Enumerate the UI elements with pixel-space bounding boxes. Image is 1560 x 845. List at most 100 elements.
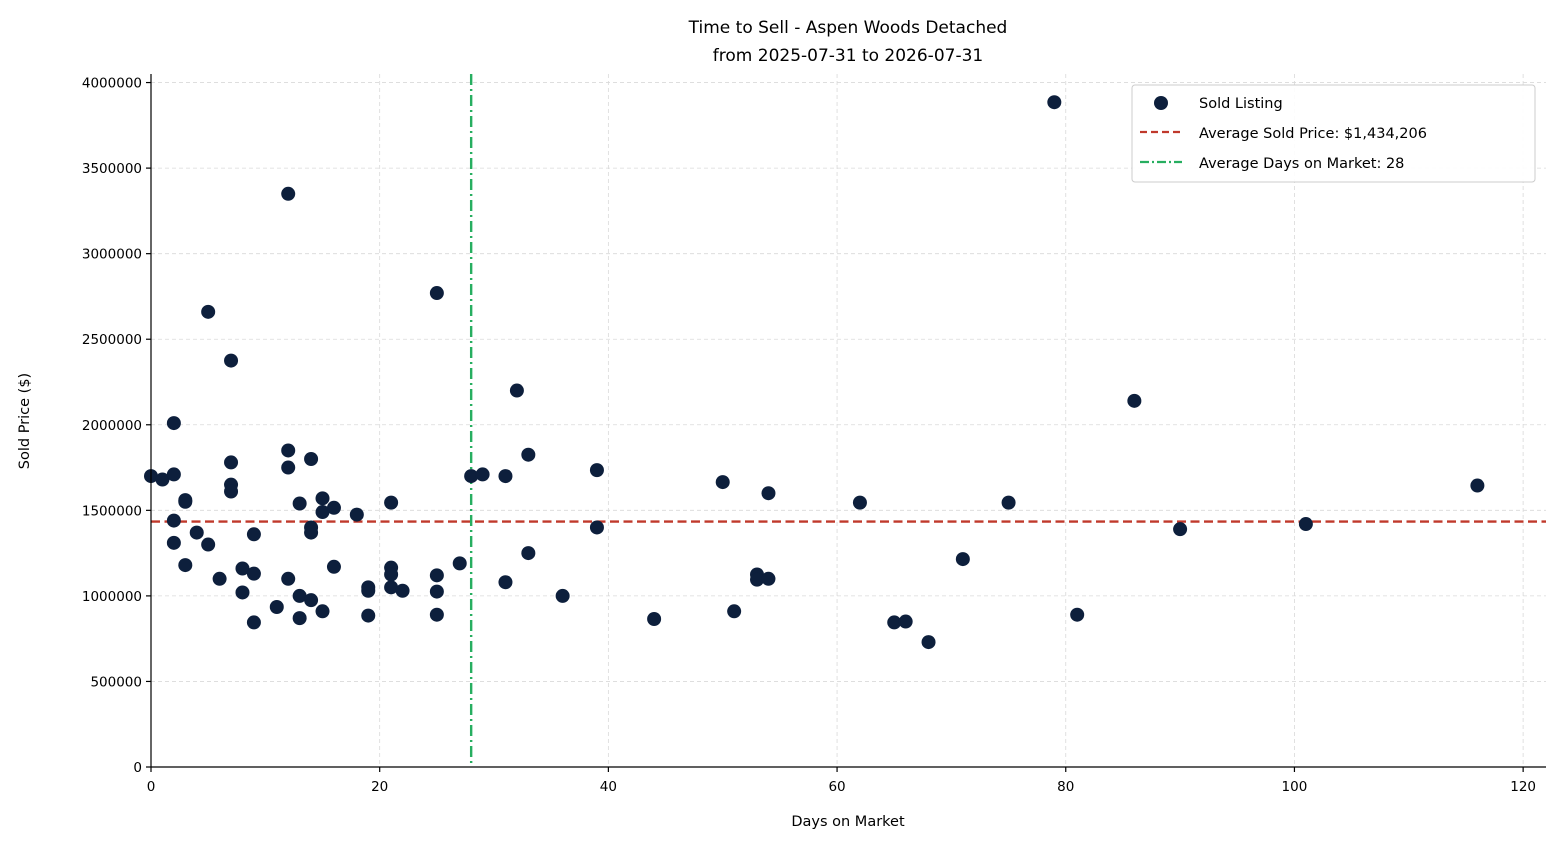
data-point: [1047, 95, 1062, 110]
data-point: [315, 505, 330, 520]
y-tick-label: 2500000: [82, 332, 142, 348]
data-point: [292, 496, 307, 511]
data-point: [429, 286, 444, 301]
data-point: [246, 615, 261, 630]
data-point: [395, 583, 410, 598]
data-point: [361, 608, 376, 623]
data-point: [521, 546, 536, 561]
tick-labels: 0 20 40 60 80 100 120 0 500000 1000000 1500000 2000…: [82, 76, 1536, 795]
data-point: [235, 585, 250, 600]
data-point: [304, 452, 319, 466]
x-tick-label: 20: [371, 779, 388, 795]
gridlines: [150, 74, 1546, 768]
data-point: [166, 513, 181, 528]
data-point: [521, 447, 536, 462]
data-point: [852, 495, 867, 510]
data-point: [715, 475, 730, 490]
data-point: [292, 588, 307, 603]
data-point: [304, 525, 319, 540]
legend-marker-sold-listing: [1154, 96, 1168, 110]
data-point: [281, 443, 296, 458]
x-tick-label: 60: [828, 779, 845, 795]
y-tick-label: 0: [133, 760, 142, 776]
data-point: [292, 611, 307, 626]
data-point: [349, 507, 364, 522]
data-point: [246, 527, 261, 542]
data-point: [887, 615, 902, 630]
legend-label-average-price: Average Sold Price: $1,434,206: [1199, 126, 1427, 142]
data-point: [589, 463, 604, 478]
data-point: [955, 552, 970, 567]
data-point: [1173, 522, 1188, 537]
data-points: [144, 95, 1485, 650]
data-point: [429, 607, 444, 622]
y-tick-label: 2000000: [82, 418, 142, 434]
data-point: [429, 568, 444, 583]
chart-subtitle: from 2025-07-31 to 2026-07-31: [713, 46, 983, 66]
data-point: [166, 535, 181, 550]
data-point: [1070, 607, 1085, 622]
data-point: [509, 383, 524, 398]
legend-label-average-days: Average Days on Market: 28: [1199, 156, 1404, 172]
data-point: [155, 472, 170, 487]
data-point: [464, 469, 479, 484]
data-point: [475, 467, 490, 482]
data-point: [178, 558, 193, 573]
data-point: [1298, 517, 1313, 532]
y-tick-label: 3500000: [82, 161, 142, 177]
data-point: [281, 460, 296, 475]
chart-title: Time to Sell - Aspen Woods Detached: [688, 18, 1008, 38]
data-point: [212, 571, 227, 586]
x-tick-label: 80: [1057, 779, 1074, 795]
data-point: [384, 567, 399, 582]
data-point: [1001, 495, 1016, 510]
data-point: [315, 491, 330, 506]
data-point: [315, 604, 330, 619]
y-tick-label: 4000000: [82, 76, 142, 92]
legend: Sold Listing Average Sold Price: $1,434,…: [1131, 84, 1536, 183]
data-point: [224, 484, 239, 499]
data-point: [201, 304, 216, 319]
data-point: [750, 572, 765, 587]
data-point: [589, 520, 604, 535]
data-point: [1470, 478, 1485, 493]
data-point: [224, 353, 239, 368]
data-point: [281, 571, 296, 586]
y-tick-label: 1000000: [82, 589, 142, 605]
data-point: [361, 583, 376, 598]
data-point: [281, 186, 296, 201]
data-point: [761, 486, 776, 501]
y-tick-label: 1500000: [82, 503, 142, 519]
data-point: [304, 593, 319, 608]
data-point: [166, 416, 181, 431]
legend-box: [1131, 84, 1536, 183]
reference-lines: [151, 74, 1546, 767]
data-point: [201, 537, 216, 552]
data-point: [384, 495, 399, 510]
x-tick-label: 100: [1282, 779, 1308, 795]
data-point: [189, 525, 204, 540]
legend-label-sold-listing: Sold Listing: [1199, 96, 1283, 112]
data-point: [224, 455, 239, 470]
data-point: [761, 571, 776, 586]
x-tick-label: 40: [600, 779, 617, 795]
data-point: [498, 575, 513, 590]
data-point: [555, 588, 570, 603]
data-point: [452, 556, 467, 571]
data-point: [326, 500, 341, 515]
data-point: [498, 469, 513, 484]
data-point: [269, 600, 284, 615]
data-point: [178, 494, 193, 509]
axes: [146, 74, 1546, 772]
data-point: [384, 580, 399, 595]
y-axis-label: Sold Price ($): [17, 373, 33, 469]
data-point: [246, 566, 261, 581]
data-point: [166, 467, 181, 482]
data-point: [921, 635, 936, 650]
y-tick-label: 500000: [90, 674, 142, 690]
data-point: [1127, 393, 1142, 408]
data-point: [326, 559, 341, 574]
data-point: [898, 614, 913, 629]
x-axis-label: Days on Market: [791, 814, 905, 830]
